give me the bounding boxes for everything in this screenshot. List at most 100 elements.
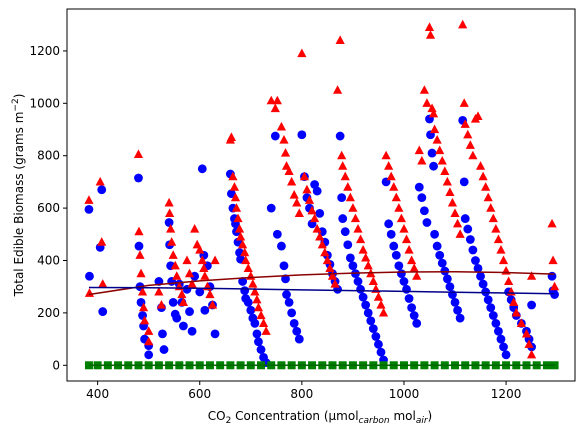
series-0-point-63 [272,229,282,239]
series-0-point-131 [437,258,447,268]
series-1-point-146 [475,161,486,170]
series-1-point-161 [516,318,526,327]
series-1-point-134 [447,197,458,207]
series-0-point-31 [190,271,200,281]
series-0-point-91 [340,227,350,237]
series-0-point-144 [468,245,478,255]
series-0-point-129 [432,241,442,251]
series-1-point-58 [258,318,269,327]
series-1-point-121 [419,85,429,94]
x-tick-label-4: 1200 [491,387,522,401]
series-1-point-103 [373,292,384,301]
series-1-point-133 [445,187,455,196]
series-0-point-73 [297,130,307,140]
series-0-point-80 [315,208,325,218]
series-1-point-104 [376,300,386,309]
series-1-point-122 [422,98,432,107]
series-1-point-77 [310,213,320,223]
series-1-point-94 [350,213,361,223]
series-1-point-112 [396,213,407,223]
series-1-point-166 [547,218,557,228]
series-0-point-70 [289,318,299,328]
series-1-point-118 [412,271,422,280]
series-1-point-78 [312,224,322,233]
series-0-point-89 [337,193,347,203]
series-0-point-151 [486,303,496,313]
series-0-point-64 [277,241,286,251]
y-axis-ticks: 0 200 400 600 800 1000 1200 [29,44,67,372]
series-0-point-18 [164,218,174,227]
series-0-point-29 [185,307,194,316]
series-1-point-138 [458,19,468,29]
series-1-point-9 [137,286,148,296]
series-0-point-13 [144,350,154,360]
series-1-point-13 [144,336,154,346]
series-1-point-168 [549,281,560,291]
series-0-point-33 [197,164,207,174]
series-0-point-153 [491,318,501,328]
series-0-point-127 [429,161,438,171]
series-1-point-111 [394,203,404,212]
series-0-point-114 [399,277,409,286]
series-1-point-116 [407,255,417,265]
series-1-point-60 [266,95,276,105]
series-0-point-123 [422,218,432,227]
series-0-point-120 [414,182,424,192]
x-axis-ticks: 400 600 800 1000 1200 [86,381,521,401]
series-0-point-32 [195,287,205,297]
series-1-point-53 [248,279,258,288]
series-0-point-100 [363,308,373,318]
series-1-point-91 [343,182,353,191]
series-1-point-2 [95,176,105,186]
series-0-point-150 [483,295,493,305]
series-0-point-27 [179,321,188,331]
series-1-point-62 [272,95,282,105]
series-1-point-167 [548,255,558,265]
series-1-point-63 [276,121,287,131]
series-0-point-105 [376,347,386,357]
series-0-point-57 [254,337,263,347]
y-tick-label-5: 1000 [29,96,60,110]
x-tick-label-0: 400 [86,387,109,401]
series-1-point-64 [279,134,289,144]
series-1-point-106 [381,150,391,160]
series-1-point-85 [330,279,340,288]
series-0-point-99 [361,300,371,310]
series-0-point-16 [158,329,167,339]
series-0-point-66 [281,274,290,284]
series-0-point-132 [440,266,450,276]
series-1-point-44 [231,203,242,212]
series-1-point-95 [353,224,363,233]
series-1-point-19 [167,237,177,246]
series-0-point-154 [494,326,503,336]
y-tick-label-3: 600 [37,201,60,215]
series-0-point-115 [402,284,411,294]
series-1-point-37 [207,300,218,309]
series-1-point-38 [210,255,220,265]
series-0-point-94 [348,261,358,271]
series-0-point-156 [499,342,508,352]
series-0-point-103 [371,332,381,341]
series-1-point-81 [320,247,330,257]
y-tick-label-4: 800 [37,149,60,163]
series-0-point-111 [391,250,401,260]
series-0-point-138 [455,313,465,323]
series-1-point-80 [317,239,327,249]
series-1-point-89 [338,161,348,170]
series-0-point-134 [445,282,455,292]
series-1-point-137 [455,229,465,238]
series-0-point-140 [459,177,469,187]
series-0-point-136 [450,298,460,307]
axes-frame [66,8,576,382]
series-1-point-135 [450,208,460,217]
series-1-point-153 [493,234,504,244]
series-0-point-141 [460,214,470,223]
series-1-point-101 [368,276,378,286]
series-0-point-118 [409,311,419,320]
series-1-point-67 [284,166,294,176]
series-1-point-69 [289,190,299,199]
series-0-point-72 [294,334,304,344]
series-0-point-121 [417,193,427,203]
series-0-point-53 [246,305,256,315]
